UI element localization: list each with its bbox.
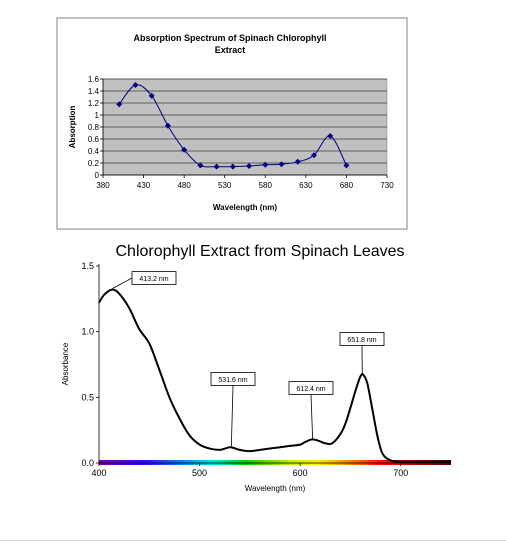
chart-1-data-point <box>229 163 236 170</box>
chart-1-x-tick-label: 530 <box>218 181 232 190</box>
chart-2-spectrum-bar <box>99 460 451 465</box>
chart-2-y-tick-label: 0.5 <box>81 392 94 402</box>
chart-2-annotation-label: 651.8 nm <box>347 337 376 344</box>
chart-2-annotations: 413.2 nm 531.6 nm 612.4 nm 651.8 nm <box>112 271 385 447</box>
chart-1-data-point <box>343 162 350 169</box>
chart-2-x-tick-label: 600 <box>293 468 308 478</box>
chart-2-annotation-label: 531.6 nm <box>218 377 247 384</box>
chart-2-annotation-box <box>210 372 256 386</box>
chart-1-data-point <box>294 158 301 165</box>
chart-2: Chlorophyll Extract from Spinach Leaves … <box>61 243 451 493</box>
chart-2-x-axis-label: Wavelength (nm) <box>245 484 306 493</box>
chart-1-x-axis: 380 430 480 530 580 630 680 730 <box>96 174 394 190</box>
chart-1-y-tick-label: 1.4 <box>88 87 100 96</box>
chart-1-data-point <box>246 163 253 169</box>
chart-2-y-axis: 0.0 0.5 1.0 1.5 <box>81 261 99 468</box>
chart-1: Absorption Spectrum of Spinach Chlorophy… <box>56 17 408 230</box>
chart-2-annotation-label: 413.2 nm <box>139 276 168 283</box>
chart-2-annotation-box <box>339 332 385 346</box>
chart-2-axes <box>98 264 451 464</box>
chart-1-data-point <box>164 122 171 129</box>
chart-1-y-tick-label: 1 <box>95 111 100 120</box>
chart-1-data-point <box>327 133 334 139</box>
chart-1-title-line-2: Extract <box>215 45 246 55</box>
chart-2-x-tick-label: 700 <box>393 468 408 478</box>
chart-1-data-point <box>197 162 204 169</box>
chart-1-y-axis: 0 0.2 0.4 0.6 0.8 1 1.2 1.4 1.6 <box>88 75 104 180</box>
chart-1-y-tick-label: 0.6 <box>88 135 100 144</box>
chart-1-x-tick-label: 630 <box>299 181 313 190</box>
chart-1-y-tick-label: 0.8 <box>88 123 100 132</box>
chart-2-annotation-leader <box>230 385 234 447</box>
chart-2-x-axis: 400 500 600 700 <box>91 463 408 478</box>
chart-1-y-tick-label: 0.4 <box>88 147 100 156</box>
chart-1-data-point <box>116 101 123 108</box>
chart-1-data-point <box>262 161 269 168</box>
chart-2-y-axis-label: Absorbance <box>61 342 70 385</box>
chart-2-annotation-leader <box>310 394 314 439</box>
chart-1-data-point <box>310 152 317 159</box>
chart-1-y-tick-label: 1.2 <box>88 99 100 108</box>
page-divider <box>0 540 506 541</box>
chart-1-y-tick-label: 1.6 <box>88 75 100 84</box>
chart-2-y-tick-label: 0.0 <box>81 458 94 468</box>
chart-2-annotation-box <box>288 381 334 395</box>
chart-1-x-tick-label: 430 <box>137 181 151 190</box>
chart-1-title-line-1: Absorption Spectrum of Spinach Chlorophy… <box>133 33 326 43</box>
chart-1-data-point <box>148 92 155 99</box>
chart-2-series-line <box>98 288 451 463</box>
chart-1-y-tick-label: 0 <box>95 171 100 180</box>
chart-1-x-tick-label: 680 <box>340 181 354 190</box>
chart-2-annotation-label: 612.4 nm <box>296 386 325 393</box>
chart-1-x-tick-label: 580 <box>259 181 273 190</box>
chart-1-x-tick-label: 380 <box>96 181 110 190</box>
chart-1-gridlines <box>103 78 387 176</box>
chart-1-data-point <box>181 146 188 153</box>
chart-2-x-tick-label: 400 <box>91 468 106 478</box>
chart-1-y-tick-label: 0.2 <box>88 159 100 168</box>
chart-1-x-tick-label: 480 <box>177 181 191 190</box>
chart-2-y-tick-label: 1.0 <box>81 327 94 337</box>
chart-2-annotation-leader <box>112 277 133 289</box>
chart-1-x-tick-label: 730 <box>380 181 394 190</box>
chart-2-y-tick-label: 1.5 <box>81 261 94 271</box>
chart-1-data-point <box>278 161 285 168</box>
chart-1-x-axis-label: Wavelength (nm) <box>213 203 277 212</box>
chart-2-series <box>98 288 451 463</box>
chart-2-title: Chlorophyll Extract from Spinach Leaves <box>115 243 404 260</box>
chart-1-series <box>116 82 350 170</box>
chart-1-y-axis-label: Absorption <box>68 106 77 149</box>
chart-1-data-point <box>213 163 220 170</box>
chart-2-annotation-box <box>131 271 177 285</box>
chart-1-data-point <box>132 82 139 88</box>
chart-2-x-tick-label: 500 <box>192 468 207 478</box>
